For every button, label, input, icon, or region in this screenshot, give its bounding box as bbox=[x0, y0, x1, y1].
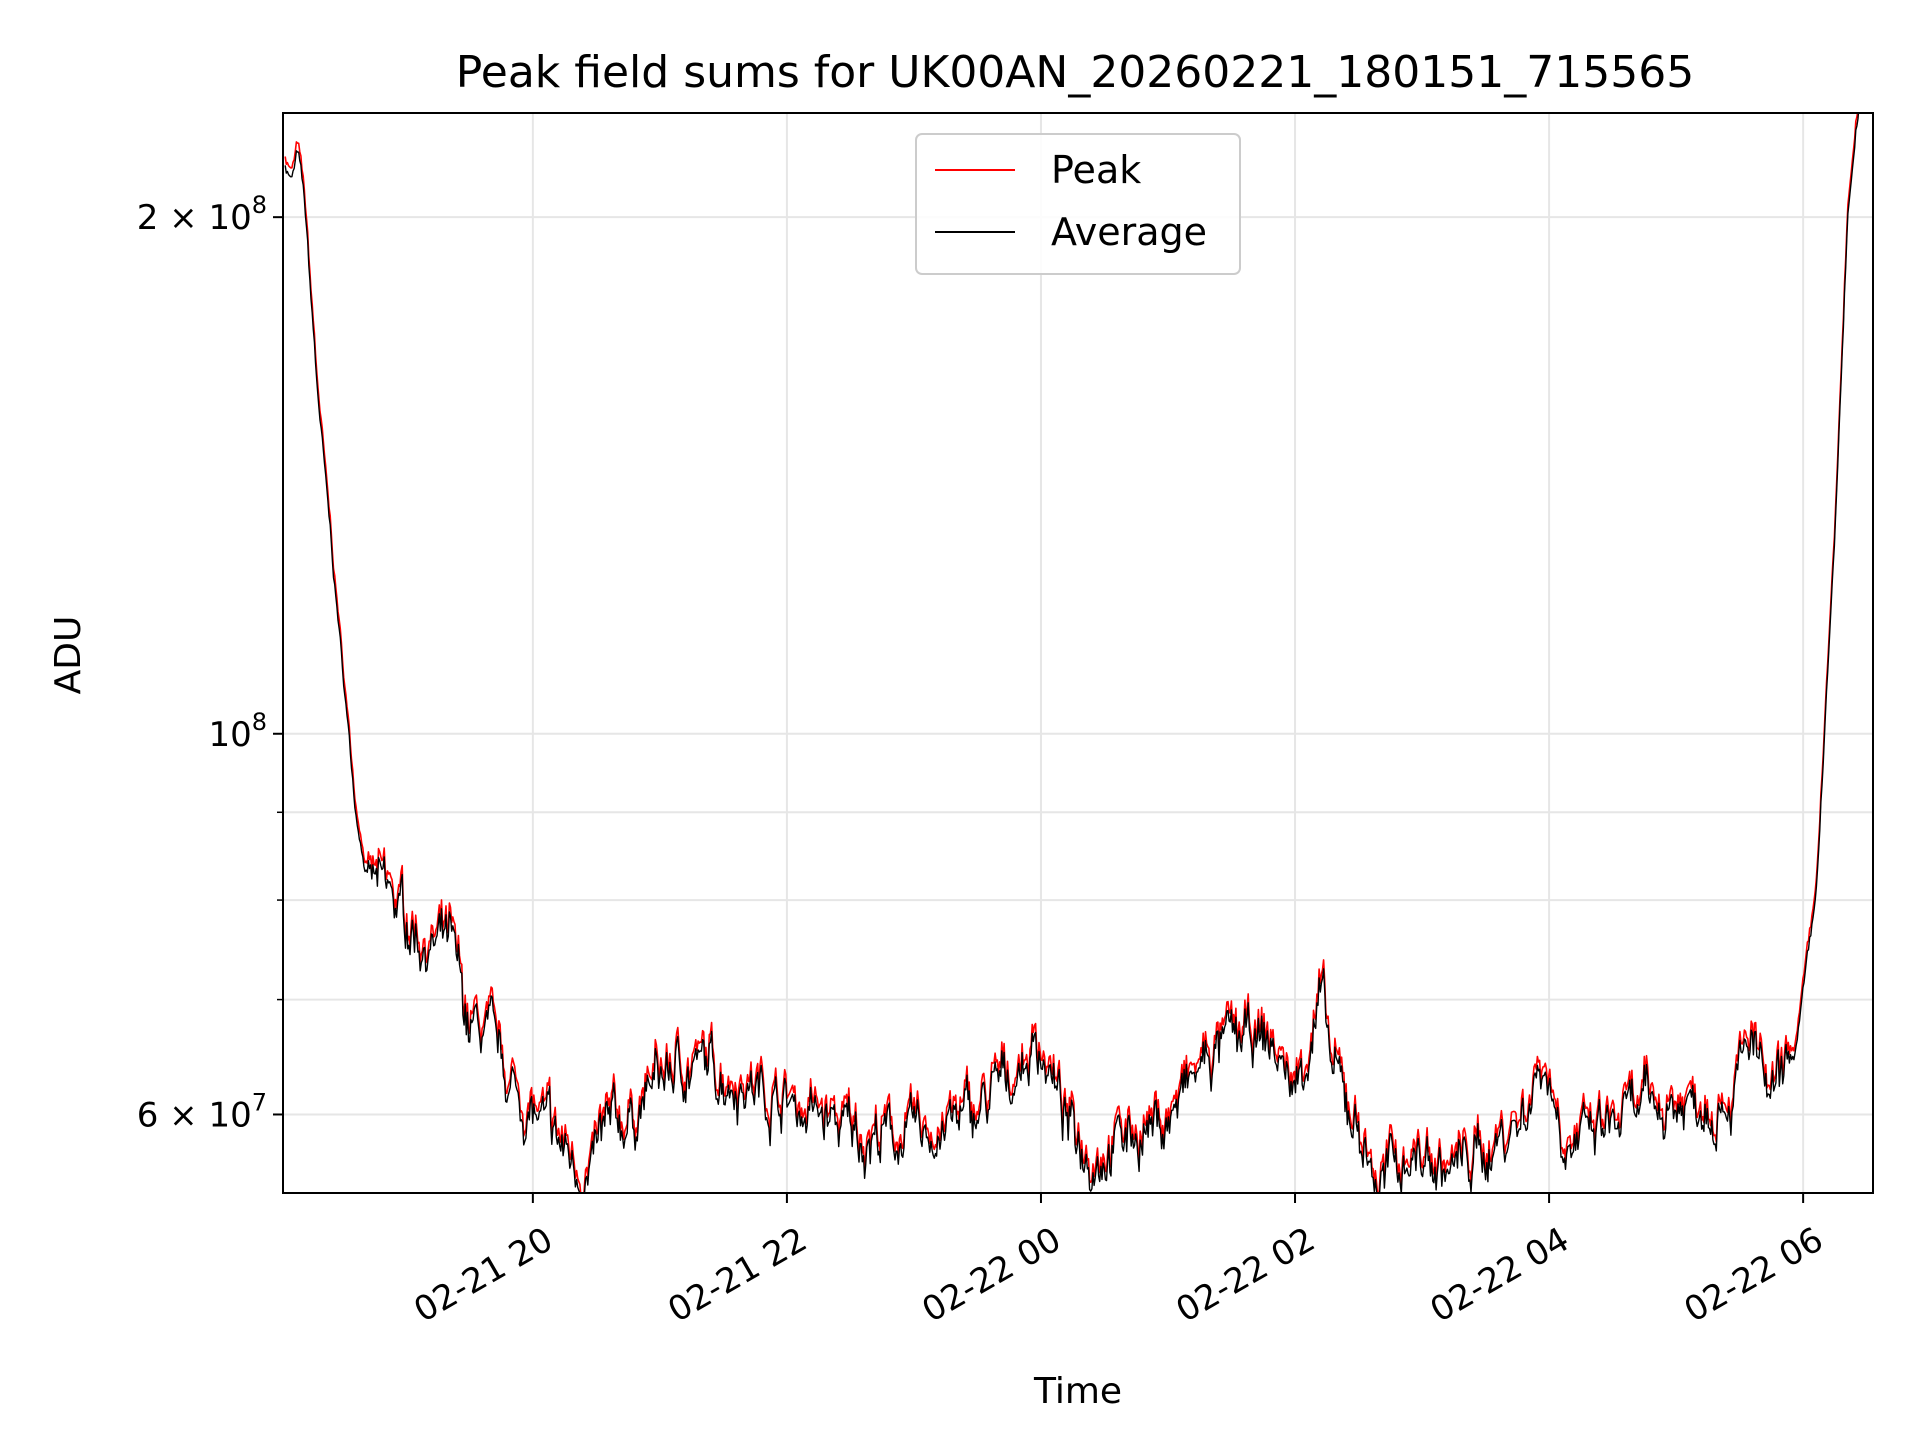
series-lines bbox=[284, 113, 1860, 1193]
grid bbox=[283, 113, 1873, 1193]
y-axis: 2 × 108 108 6 × 107 bbox=[137, 191, 283, 1135]
legend-label-peak: Peak bbox=[1051, 148, 1141, 192]
plot-frame bbox=[282, 112, 1874, 1194]
y-axis-label: ADU bbox=[48, 616, 89, 695]
legend: Peak Average bbox=[915, 133, 1241, 275]
y-tick-label: 2 × 108 bbox=[137, 191, 267, 238]
x-axis-label: Time bbox=[1033, 1371, 1122, 1412]
y-tick-label: 6 × 107 bbox=[137, 1088, 267, 1135]
series-peak bbox=[284, 113, 1859, 1193]
legend-label-average: Average bbox=[1051, 210, 1207, 254]
chart-title: Peak field sums for UK00AN_20260221_1801… bbox=[456, 47, 1694, 98]
series-average bbox=[284, 113, 1860, 1193]
y-tick-label: 108 bbox=[208, 708, 267, 755]
